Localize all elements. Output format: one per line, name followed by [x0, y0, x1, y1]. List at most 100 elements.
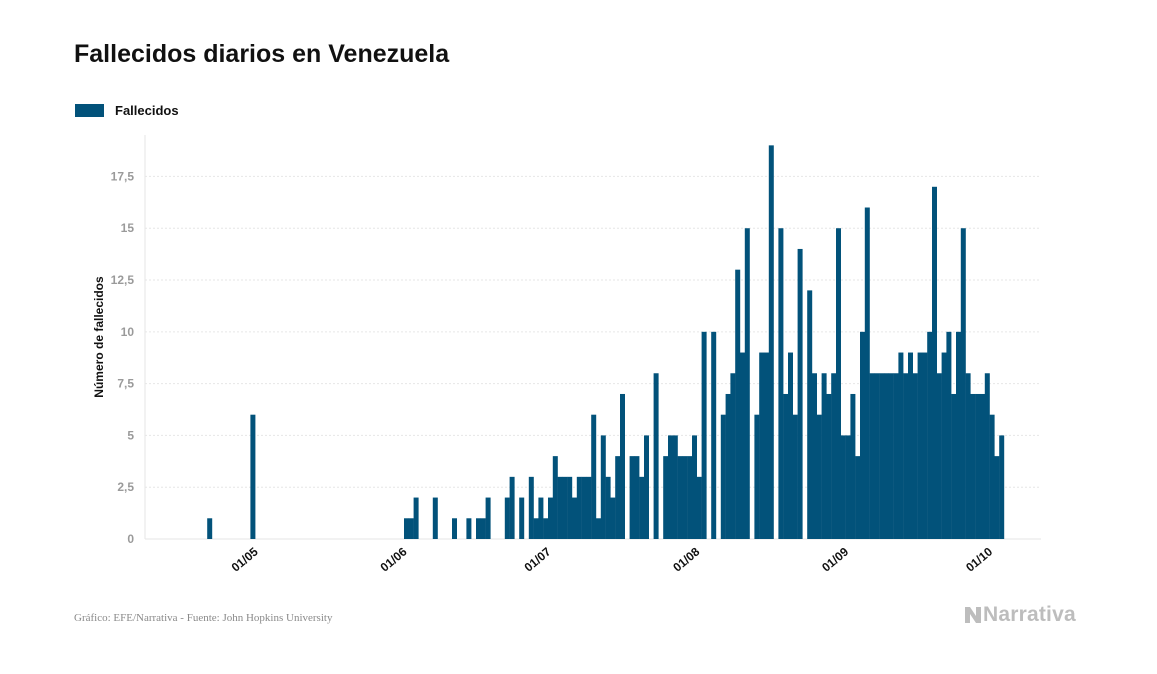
x-tick-label: 01/10 — [963, 544, 995, 574]
bar — [615, 456, 621, 539]
bar — [639, 476, 645, 539]
bar — [701, 331, 707, 539]
bar — [922, 352, 928, 539]
bar — [869, 373, 875, 539]
bar — [696, 476, 702, 539]
bar — [840, 435, 846, 539]
bar — [740, 352, 745, 539]
bar — [572, 497, 577, 539]
bar — [888, 373, 894, 539]
bar — [504, 497, 510, 539]
bar — [999, 435, 1005, 539]
y-tick-label: 12,5 — [111, 273, 135, 287]
bar — [557, 476, 563, 539]
bar — [562, 476, 568, 539]
y-tick-label: 2,5 — [117, 480, 134, 494]
bar — [538, 497, 544, 539]
bar — [730, 373, 736, 539]
bar — [874, 373, 880, 539]
bar — [879, 373, 885, 539]
bar — [816, 414, 822, 539]
bar — [552, 456, 558, 539]
y-tick-labels: 0 2,5 5 7,5 10 12,5 15 17,5 — [111, 169, 135, 546]
bar — [989, 414, 995, 539]
bar — [980, 393, 985, 539]
bar — [912, 373, 918, 539]
x-tick-label: 01/06 — [378, 544, 410, 574]
bar — [768, 145, 774, 540]
bar — [898, 352, 904, 539]
bar — [812, 373, 817, 539]
bar — [485, 497, 491, 539]
bar — [917, 352, 923, 539]
bar — [884, 373, 889, 539]
bar — [629, 456, 635, 539]
bar — [759, 352, 765, 539]
bar — [831, 373, 837, 539]
bar — [663, 456, 669, 539]
bar — [735, 269, 741, 539]
chart-title: Fallecidos diarios en Venezuela — [74, 40, 450, 68]
y-tick-label: 5 — [127, 428, 134, 442]
bar — [984, 373, 990, 539]
bar — [528, 476, 534, 539]
bar — [927, 331, 933, 539]
y-tick-label: 15 — [121, 221, 135, 235]
bar — [960, 228, 966, 540]
bar — [677, 456, 683, 539]
narrativa-logo-icon — [965, 607, 981, 623]
bar — [711, 331, 717, 539]
brand-logo: Narrativa — [963, 603, 1076, 627]
bar — [644, 435, 649, 539]
bar — [908, 352, 913, 539]
bar — [250, 414, 256, 539]
bar — [634, 456, 640, 539]
bar — [692, 435, 697, 539]
bar — [965, 373, 971, 539]
bar — [480, 518, 486, 539]
bar — [620, 393, 625, 539]
bar — [941, 352, 947, 539]
bars — [207, 145, 1005, 540]
legend-label: Fallecidos — [115, 103, 179, 118]
bar — [821, 373, 827, 539]
bar — [764, 352, 769, 539]
bar — [432, 497, 438, 539]
bar — [476, 518, 481, 539]
bar — [408, 518, 414, 539]
bar — [845, 435, 851, 539]
bar — [970, 393, 976, 539]
bar — [903, 373, 909, 539]
bar — [860, 331, 865, 539]
bar — [672, 435, 678, 539]
x-tick-labels: 01/05 01/06 01/07 01/08 01/09 01/10 — [229, 544, 996, 574]
bar — [576, 476, 582, 539]
bar — [956, 331, 961, 539]
bar — [653, 373, 659, 539]
bar — [807, 290, 813, 539]
x-tick-label: 01/08 — [670, 544, 702, 574]
legend-swatch — [75, 104, 104, 117]
bar — [725, 393, 731, 539]
bar — [788, 352, 793, 539]
bar — [543, 518, 549, 539]
bar — [975, 393, 981, 539]
bar — [951, 393, 957, 539]
y-tick-label: 10 — [121, 325, 135, 339]
bar — [404, 518, 409, 539]
y-tick-label: 0 — [127, 532, 134, 546]
bar — [778, 228, 784, 540]
bar — [610, 497, 616, 539]
x-tick-label: 01/07 — [522, 544, 554, 574]
bar — [855, 456, 861, 539]
bar — [548, 497, 553, 539]
bar — [668, 435, 673, 539]
bar — [720, 414, 726, 539]
bar — [533, 518, 539, 539]
bar — [207, 518, 213, 539]
bar — [893, 373, 899, 539]
bar — [682, 456, 688, 539]
bar — [596, 518, 601, 539]
bar — [826, 393, 832, 539]
